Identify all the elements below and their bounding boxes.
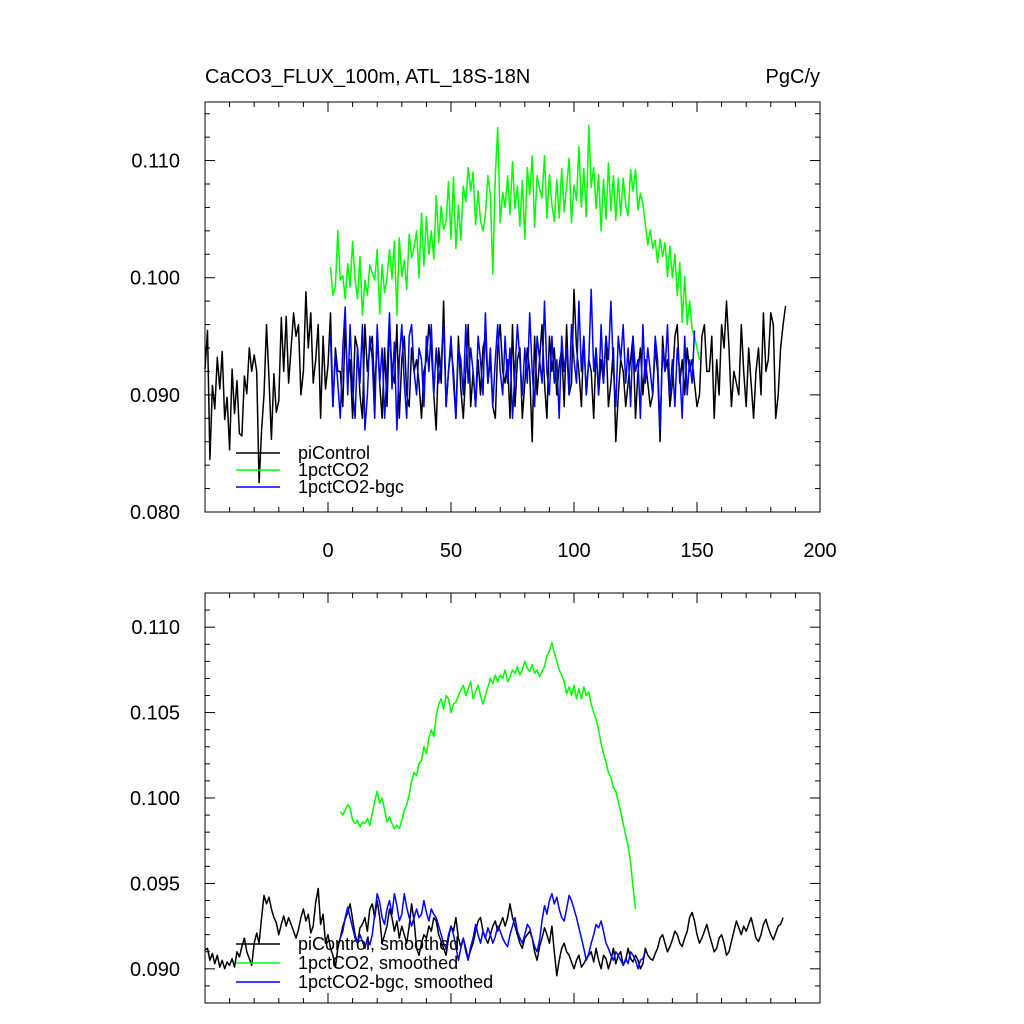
top-panel-series-layer [204,124,787,484]
top-x-tick-label: 150 [680,540,713,562]
top-panel: CaCO3_FLUX_100m, ATL_18S-18N PgC/y 0 50 10… [130,66,837,562]
top-series-picontrol-line [204,288,787,484]
bottom-y-tick-label: 0.100 [130,788,180,810]
top-y-tick-label: 0.110 [131,151,180,173]
top-x-tick-label: 200 [803,540,836,562]
top-series-1pctco2-line [329,124,701,360]
bottom-y-tick-label: 0.090 [130,959,180,981]
top-panel-units: PgC/y [766,66,820,88]
top-series-1pctco2-bgc-line [329,288,696,431]
bottom-series-1pctco2-bgc-smoothed-line [339,892,647,970]
top-x-tick-label: 100 [557,540,590,562]
bottom-y-tick-label: 0.105 [130,703,180,725]
top-y-tick-label: 0.080 [130,502,180,524]
bottom-legend-label-1pctco2-bgc-smoothed: 1pctCO2-bgc, smoothed [298,972,493,992]
bottom-panel: 0.090 0.095 0.100 0.105 0.110 piControl, smo… [130,592,821,1004]
top-y-tick-label: 0.100 [130,268,180,290]
bottom-legend-label-1pctco2-smoothed: 1pctCO2, smoothed [298,953,458,973]
top-y-tick-label: 0.090 [130,385,180,407]
top-panel-title: CaCO3_FLUX_100m, ATL_18S-18N [205,66,530,88]
top-legend-label-1pctco2: 1pctCO2 [298,460,369,480]
bottom-series-1pctco2-smoothed-line [339,641,637,910]
bottom-panel-axes: 0.090 0.095 0.100 0.105 0.110 [130,592,821,1004]
top-x-tick-label: 50 [440,540,462,562]
bottom-y-tick-label: 0.110 [131,617,180,639]
bottom-y-tick-label: 0.095 [130,873,180,895]
top-legend-label-picontrol: piControl [298,443,370,463]
top-plot-frame [204,101,821,513]
bottom-panel-series-layer [204,641,784,977]
top-panel-axes: 0 50 100 150 200 0.080 0.090 0.100 0.110 [130,101,837,562]
bottom-legend-label-picontrol-smoothed: piControl, smoothed [298,934,459,954]
top-x-tick-label: 0 [322,540,333,562]
bottom-series-picontrol-smoothed-line [204,887,784,977]
top-legend-label-1pctco2-bgc: 1pctCO2-bgc [298,477,404,497]
